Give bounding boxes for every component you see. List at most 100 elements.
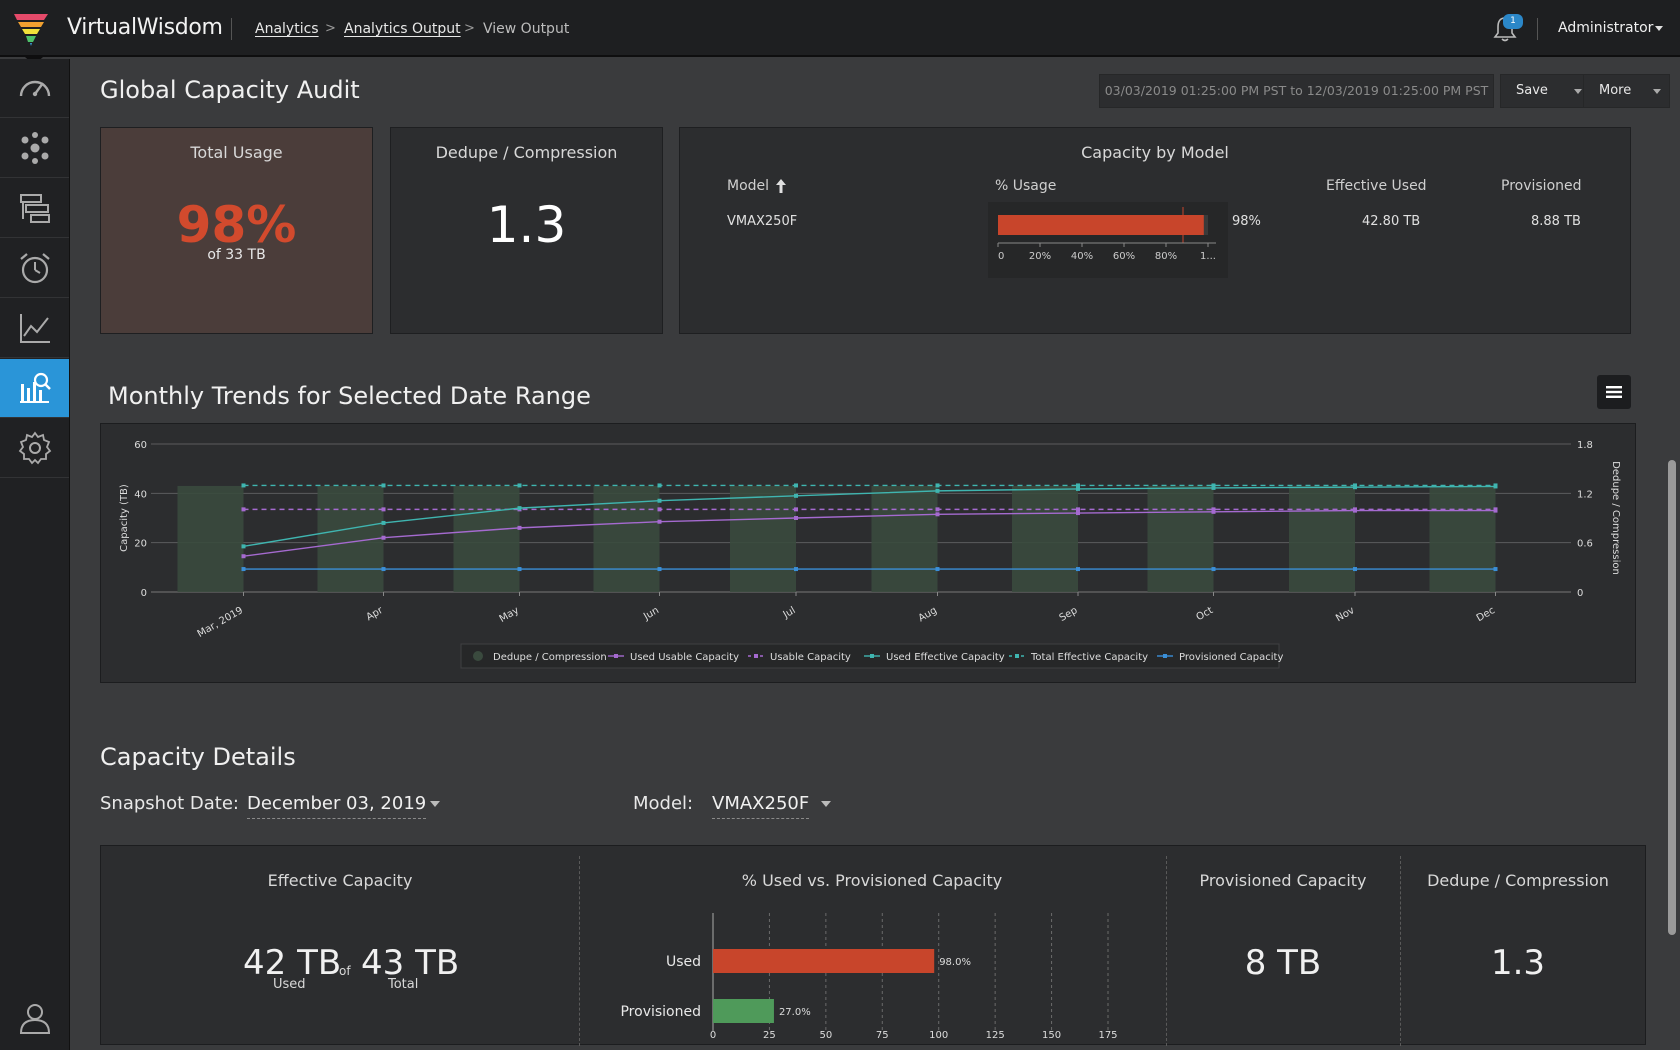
- category-label: Provisioned: [620, 1004, 701, 1020]
- sort-ascending-icon[interactable]: [776, 179, 786, 193]
- series-point: [657, 483, 662, 488]
- dedupe-bar: [1012, 485, 1078, 592]
- chevron-down-icon: [1574, 89, 1582, 94]
- sidebar-item-alarms[interactable]: [0, 239, 69, 298]
- x-tick-label: 50: [819, 1030, 832, 1041]
- divider: [579, 856, 580, 1046]
- column-header-provisioned[interactable]: Provisioned: [1501, 178, 1582, 194]
- series-point: [381, 567, 386, 572]
- reports-icon: [19, 194, 50, 223]
- series-point: [1353, 567, 1357, 572]
- series-point: [517, 567, 522, 572]
- legend-marker: [870, 654, 874, 658]
- effective-used-value: 42 TB: [243, 943, 342, 983]
- user-profile-icon[interactable]: [17, 1000, 53, 1036]
- chart-menu-button[interactable]: [1597, 375, 1631, 409]
- analytics-icon: [19, 372, 51, 403]
- effective-used-caption: Used: [273, 977, 306, 992]
- card-title: Total Usage: [190, 143, 283, 162]
- legend-label: Provisioned Capacity: [1179, 652, 1283, 663]
- model-cell[interactable]: VMAX250F: [727, 214, 798, 229]
- series-point: [381, 483, 386, 488]
- notification-badge[interactable]: 1: [1503, 14, 1523, 29]
- sidebar-item-reports[interactable]: [0, 179, 69, 238]
- series-point: [517, 506, 522, 511]
- virtualwisdom-logo-icon[interactable]: [14, 12, 48, 46]
- chevron-down-icon[interactable]: [821, 801, 831, 807]
- series-point: [1076, 511, 1080, 516]
- line-chart-icon: [19, 314, 50, 343]
- chart-legend: Dedupe / Compression Used Usable Capacity…: [460, 643, 1283, 669]
- sidebar-item-topology[interactable]: [0, 119, 69, 178]
- x-tick-label: Mar, 2019: [196, 605, 245, 640]
- series-point: [1076, 567, 1080, 572]
- breadcrumb-analytics[interactable]: Analytics: [255, 21, 319, 37]
- series-point: [1211, 485, 1216, 490]
- legend-label: Used Usable Capacity: [630, 652, 739, 663]
- series-point: [1211, 567, 1216, 572]
- x-tick-label: Jul: [781, 605, 798, 621]
- capacity-by-model-card: Capacity by Model: [679, 127, 1631, 334]
- alarm-clock-icon: [19, 253, 50, 284]
- chevron-down-icon[interactable]: [1655, 26, 1663, 31]
- dedupe-bar: [177, 485, 244, 592]
- column-header-model[interactable]: Model: [727, 178, 770, 194]
- series-point: [1211, 509, 1216, 514]
- series-point: [517, 525, 522, 530]
- sidebar-item-dashboard[interactable]: [0, 59, 69, 118]
- total-usage-sub: of 33 TB: [207, 247, 266, 263]
- brand-name: VirtualWisdom: [67, 15, 223, 40]
- breadcrumb-analytics-output[interactable]: Analytics Output: [344, 21, 461, 37]
- series-point: [1493, 507, 1498, 512]
- series-line: [243, 509, 1496, 557]
- used-vs-provisioned-chart: 0 25 50 75 100 125 150 175 Used 98.0% Provisioned 2…: [620, 913, 1118, 1041]
- divider: [1400, 856, 1401, 1046]
- x-tick-label: Jun: [641, 605, 661, 623]
- usage-tick-label: 40%: [1071, 251, 1093, 262]
- column-header-usage[interactable]: % Usage: [995, 178, 1057, 194]
- sidebar-item-analytics[interactable]: [0, 359, 69, 418]
- series-point: [794, 567, 798, 572]
- user-menu[interactable]: Administrator: [1558, 20, 1654, 36]
- save-button-label: Save: [1516, 83, 1548, 98]
- legend-label: Used Effective Capacity: [886, 652, 1005, 663]
- x-tick-label: 25: [763, 1030, 776, 1041]
- column-header-effective-used[interactable]: Effective Used: [1326, 178, 1427, 194]
- snapshot-date-dropdown[interactable]: December 03, 2019: [247, 793, 427, 819]
- series-point: [657, 507, 662, 512]
- divider: [231, 18, 232, 40]
- sidebar-item-trends[interactable]: [0, 299, 69, 358]
- usage-bar[interactable]: [998, 215, 1204, 235]
- sidebar-item-settings[interactable]: [0, 419, 69, 478]
- topology-icon: [21, 132, 48, 164]
- dedupe-bar: [871, 485, 938, 592]
- series-point: [935, 567, 940, 572]
- provisioned-cell: 8.88 TB: [1531, 214, 1581, 229]
- y-right-tick-label: 1.2: [1577, 489, 1593, 500]
- series-point: [381, 535, 386, 540]
- chevron-down-icon[interactable]: [430, 801, 440, 807]
- series-point: [381, 520, 386, 525]
- date-range-picker[interactable]: 03/03/2019 01:25:00 PM PST to 12/03/2019…: [1099, 74, 1494, 108]
- series-point: [1076, 486, 1080, 491]
- series-point: [935, 512, 940, 517]
- save-button[interactable]: Save: [1500, 74, 1591, 108]
- dedupe-bar: [1289, 485, 1355, 592]
- legend-marker: [754, 654, 758, 658]
- series-point: [935, 507, 940, 512]
- sidebar: [0, 59, 70, 1050]
- page-scrollbar[interactable]: [1668, 460, 1676, 935]
- provisioned-capacity-title: Provisioned Capacity: [1199, 871, 1367, 890]
- x-tick-label: May: [498, 605, 521, 625]
- more-button[interactable]: More: [1583, 74, 1670, 108]
- model-dropdown[interactable]: VMAX250F: [712, 793, 810, 819]
- capacity-details-panel: Effective Capacity 42 TB Used of 43 TB T…: [100, 845, 1646, 1046]
- series-line: [243, 485, 1496, 548]
- series-point: [794, 507, 798, 512]
- dedupe-bar: [1429, 485, 1496, 592]
- x-tick-label: Nov: [1334, 605, 1356, 624]
- dedupe-card: Dedupe / Compression 1.3: [390, 127, 663, 334]
- effective-of-text: of: [339, 964, 351, 978]
- details-dedupe-value: 1.3: [1490, 943, 1546, 983]
- divider: [1537, 18, 1538, 40]
